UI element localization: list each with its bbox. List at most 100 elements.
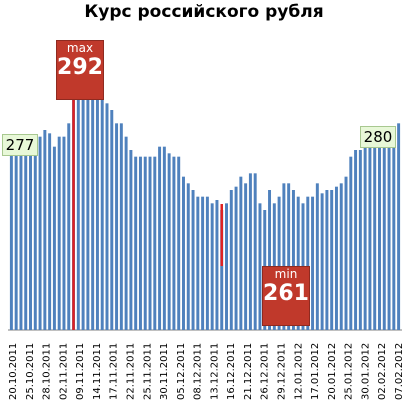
- bar: [95, 96, 99, 330]
- min-callout-label: min: [274, 267, 298, 281]
- bar: [38, 136, 42, 330]
- bar: [373, 143, 377, 330]
- bar: [67, 123, 71, 330]
- x-tick-label: 17.11.2011: [109, 343, 120, 400]
- bar: [148, 156, 152, 330]
- bar: [296, 196, 300, 330]
- bar: [57, 136, 61, 330]
- bar: [378, 130, 381, 330]
- x-tick-label: 02.02.2012: [377, 343, 388, 400]
- bar: [43, 130, 47, 330]
- x-tick-label: 13.12.2011: [209, 343, 220, 400]
- bar: [244, 183, 248, 330]
- bar: [311, 196, 315, 330]
- bar: [282, 183, 286, 330]
- x-tick-label: 26.12.2011: [260, 343, 271, 400]
- bar: [138, 156, 142, 330]
- bar: [334, 186, 338, 330]
- bar: [91, 83, 95, 330]
- bar: [110, 110, 114, 330]
- bar: [315, 183, 319, 330]
- x-tick-label: 02.11.2011: [58, 343, 69, 400]
- bar: [210, 203, 214, 330]
- end-value-callout: 280: [360, 126, 396, 148]
- bar: [229, 190, 233, 330]
- bar-series: [9, 70, 401, 330]
- bar: [76, 83, 80, 330]
- bar: [248, 173, 252, 330]
- min-callout: min 261: [262, 266, 310, 326]
- bar: [167, 153, 171, 330]
- x-tick-labels: 20.10.2011 25.10.2011 28.10.2011 02.11.2011…: [8, 343, 405, 400]
- bar: [287, 183, 291, 330]
- x-tick-label: 05.12.2011: [176, 343, 187, 400]
- x-tick-label: 20.01.2012: [327, 343, 338, 400]
- bar: [52, 146, 56, 330]
- bar: [153, 156, 157, 330]
- bar: [62, 136, 66, 330]
- bar: [397, 123, 401, 330]
- x-tick-label: 07.02.2012: [394, 343, 405, 400]
- bar: [320, 193, 324, 330]
- bar: [392, 130, 396, 330]
- bar: [182, 176, 185, 330]
- bar: [349, 156, 353, 330]
- bar: [186, 183, 190, 330]
- min-callout-value: 261: [263, 281, 309, 306]
- bar: [291, 190, 295, 330]
- bar: [158, 146, 162, 330]
- bar: [220, 210, 224, 330]
- bar: [129, 150, 133, 330]
- bar: [134, 156, 138, 330]
- bar: [24, 153, 28, 330]
- bar: [382, 130, 386, 330]
- bar: [306, 196, 310, 330]
- bar: [215, 200, 219, 330]
- bar: [201, 196, 205, 330]
- bar: [225, 203, 228, 330]
- bar: [105, 103, 109, 330]
- bar: [325, 190, 329, 330]
- bar: [387, 143, 391, 330]
- bar: [143, 156, 147, 330]
- bar: [330, 190, 334, 330]
- x-tick-label: 30.11.2011: [159, 343, 170, 400]
- x-tick-label: 20.10.2011: [8, 343, 19, 400]
- x-tick-label: 16.12.2011: [226, 343, 237, 400]
- bar: [124, 136, 128, 330]
- x-tick-label: 28.10.2011: [42, 343, 53, 400]
- bar: [172, 156, 176, 330]
- max-callout: max 292: [56, 40, 104, 100]
- bar: [100, 93, 104, 330]
- bar: [239, 176, 243, 330]
- bar: [268, 190, 272, 330]
- bar: [277, 196, 281, 330]
- x-tick-label: 22.11.2011: [126, 343, 137, 400]
- bar: [258, 203, 262, 330]
- x-tick-label: 09.11.2011: [75, 343, 86, 400]
- max-callout-value: 292: [57, 55, 103, 80]
- bar: [177, 156, 181, 330]
- bar: [9, 150, 13, 330]
- x-tick-label: 21.12.2011: [243, 343, 254, 400]
- bar: [339, 183, 343, 330]
- bar: [29, 143, 32, 330]
- bar: [205, 196, 209, 330]
- bar: [234, 186, 238, 330]
- bar: [81, 70, 85, 330]
- bar: [344, 176, 348, 330]
- bar: [358, 150, 362, 330]
- max-callout-label: max: [66, 41, 94, 55]
- x-tick-label: 25.11.2011: [142, 343, 153, 400]
- bar: [191, 190, 195, 330]
- bar: [162, 146, 166, 330]
- x-tick-label: 30.01.2012: [360, 343, 371, 400]
- x-tick-label: 12.01.2012: [293, 343, 304, 400]
- bar: [368, 136, 372, 330]
- x-tick-label: 08.12.2011: [193, 343, 204, 400]
- bar: [119, 123, 123, 330]
- start-value-callout: 277: [2, 134, 38, 156]
- bar: [115, 123, 119, 330]
- x-tick-label: 17.01.2012: [310, 343, 321, 400]
